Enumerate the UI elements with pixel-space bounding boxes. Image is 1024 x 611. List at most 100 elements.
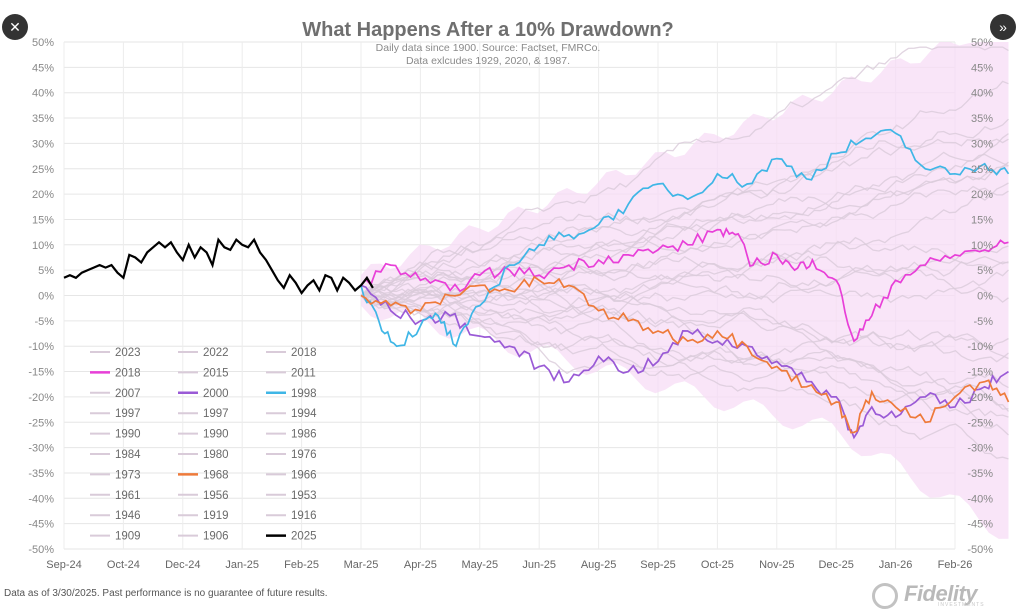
x-tick-label: Oct-24: [107, 559, 140, 571]
legend-label: 1946: [115, 510, 141, 522]
y-tick-label-right: 15%: [971, 214, 993, 226]
y-tick-label-right: 20%: [971, 189, 993, 201]
y-tick-label-left: -40%: [28, 493, 54, 505]
y-tick-label-left: 15%: [32, 214, 54, 226]
x-tick-label: Mar-25: [344, 559, 379, 571]
legend-label: 1990: [115, 429, 141, 441]
y-tick-label-right: 45%: [971, 62, 993, 74]
historical-line: [360, 118, 1009, 296]
legend-label: 1984: [115, 449, 141, 461]
y-tick-label-left: -5%: [34, 316, 54, 328]
legend-label: 1919: [203, 510, 229, 522]
chart-subtitle: Daily data since 1900. Source: Factset, …: [376, 42, 601, 54]
legend-label: 1997: [203, 408, 229, 420]
legend-label: 1998: [291, 388, 317, 400]
y-tick-label-left: 40%: [32, 88, 54, 100]
legend-label: 1916: [291, 510, 317, 522]
legend-label: 1906: [203, 531, 229, 543]
y-tick-label-left: 50%: [32, 37, 54, 49]
y-tick-label-right: -30%: [967, 443, 993, 455]
double-chevron-right-icon[interactable]: »: [990, 14, 1016, 40]
x-tick-label: Sep-24: [46, 559, 81, 571]
legend-label: 1953: [291, 490, 317, 502]
legend-label: 1966: [291, 469, 317, 481]
historical-line: [360, 133, 1009, 302]
y-tick-label-left: 35%: [32, 113, 54, 125]
x-tick-label: Feb-26: [938, 559, 973, 571]
legend-label: 1997: [115, 408, 141, 420]
series-line-2000: [360, 284, 1009, 440]
y-tick-label-right: -20%: [967, 392, 993, 404]
y-tick-label-right: 10%: [971, 240, 993, 252]
chart-subtitle: Data exlcudes 1929, 2020, & 1987.: [406, 55, 570, 67]
legend-label: 2022: [203, 347, 229, 359]
x-tick-label: Oct-25: [701, 559, 734, 571]
chart-frame: 50% 50% 45% 45% 40% 40% 35% 35% 30% 30% 25% 25% 20% 2…: [28, 19, 1010, 571]
historical-line: [360, 250, 1009, 307]
legend-label: 1961: [115, 490, 141, 502]
y-tick-label-right: -50%: [967, 544, 993, 556]
legend-label: 2007: [115, 388, 141, 400]
x-tick-label: Jan-25: [225, 559, 259, 571]
historical-line: [360, 151, 1009, 297]
y-tick-label-left: -15%: [28, 367, 54, 379]
y-tick-label-left: 0%: [38, 291, 54, 303]
historical-line: [360, 185, 1009, 297]
y-tick-label-right: 25%: [971, 164, 993, 176]
legend-label: 2025: [291, 531, 317, 543]
y-tick-label-left: -30%: [28, 443, 54, 455]
series-line-1968: [360, 275, 1010, 434]
y-tick-label-left: -20%: [28, 392, 54, 404]
y-tick-label-right: 5%: [977, 265, 993, 277]
chart-title: What Happens After a 10% Drawdown?: [302, 19, 674, 41]
x-tick-label: Feb-25: [284, 559, 319, 571]
historical-line: [360, 285, 1009, 349]
legend-label: 1980: [203, 449, 229, 461]
y-tick-label-left: 10%: [32, 240, 54, 252]
x-tick-label: Dec-24: [165, 559, 200, 571]
legend-label: 1986: [291, 429, 317, 441]
y-tick-label-right: 50%: [971, 37, 993, 49]
historical-line: [360, 269, 1009, 321]
historical-line: [360, 283, 1009, 363]
series-line-2025: [63, 237, 374, 295]
y-tick-label-right: -40%: [967, 493, 993, 505]
legend-label: 1968: [203, 469, 229, 481]
x-tick-label: Sep-25: [640, 559, 675, 571]
historical-line: [360, 165, 1009, 299]
y-tick-label-left: -10%: [28, 341, 54, 353]
historical-line: [360, 294, 1009, 436]
x-tick-label: Nov-25: [759, 559, 794, 571]
x-tick-label: Jan-26: [879, 559, 913, 571]
brand-sub: INVESTMENTS: [938, 602, 985, 608]
legend-label: 1973: [115, 469, 141, 481]
y-tick-label-right: -45%: [967, 519, 993, 531]
legend-label: 2000: [203, 388, 229, 400]
legend-label: 2018: [291, 347, 317, 359]
y-tick-label-left: 20%: [32, 189, 54, 201]
x-tick-label: Dec-25: [818, 559, 853, 571]
historical-line: [360, 182, 1009, 306]
legend-label: 1976: [291, 449, 317, 461]
y-tick-label-left: -45%: [28, 519, 54, 531]
x-tick-label: Jun-25: [522, 559, 556, 571]
x-tick-label: Aug-25: [581, 559, 616, 571]
legend-label: 2011: [291, 367, 316, 379]
y-tick-label-right: -15%: [967, 367, 993, 379]
series-line-1998: [360, 128, 1010, 348]
y-tick-label-right: 0%: [977, 291, 993, 303]
historical-line: [360, 264, 1009, 304]
brand-mark-icon: [872, 583, 898, 609]
y-tick-label-right: -5%: [973, 316, 993, 328]
y-tick-label-left: -35%: [28, 468, 54, 480]
brand-name: Fidelity: [904, 581, 978, 606]
historical-line: [360, 46, 1009, 297]
y-tick-label-left: -50%: [28, 544, 54, 556]
x-tick-label: May-25: [461, 559, 498, 571]
close-icon[interactable]: ✕: [2, 14, 28, 40]
y-tick-label-right: -35%: [967, 468, 993, 480]
historical-line: [360, 161, 1009, 299]
y-tick-label-left: 45%: [32, 62, 54, 74]
x-tick-label: Apr-25: [404, 559, 437, 571]
legend-label: 1909: [115, 531, 141, 543]
